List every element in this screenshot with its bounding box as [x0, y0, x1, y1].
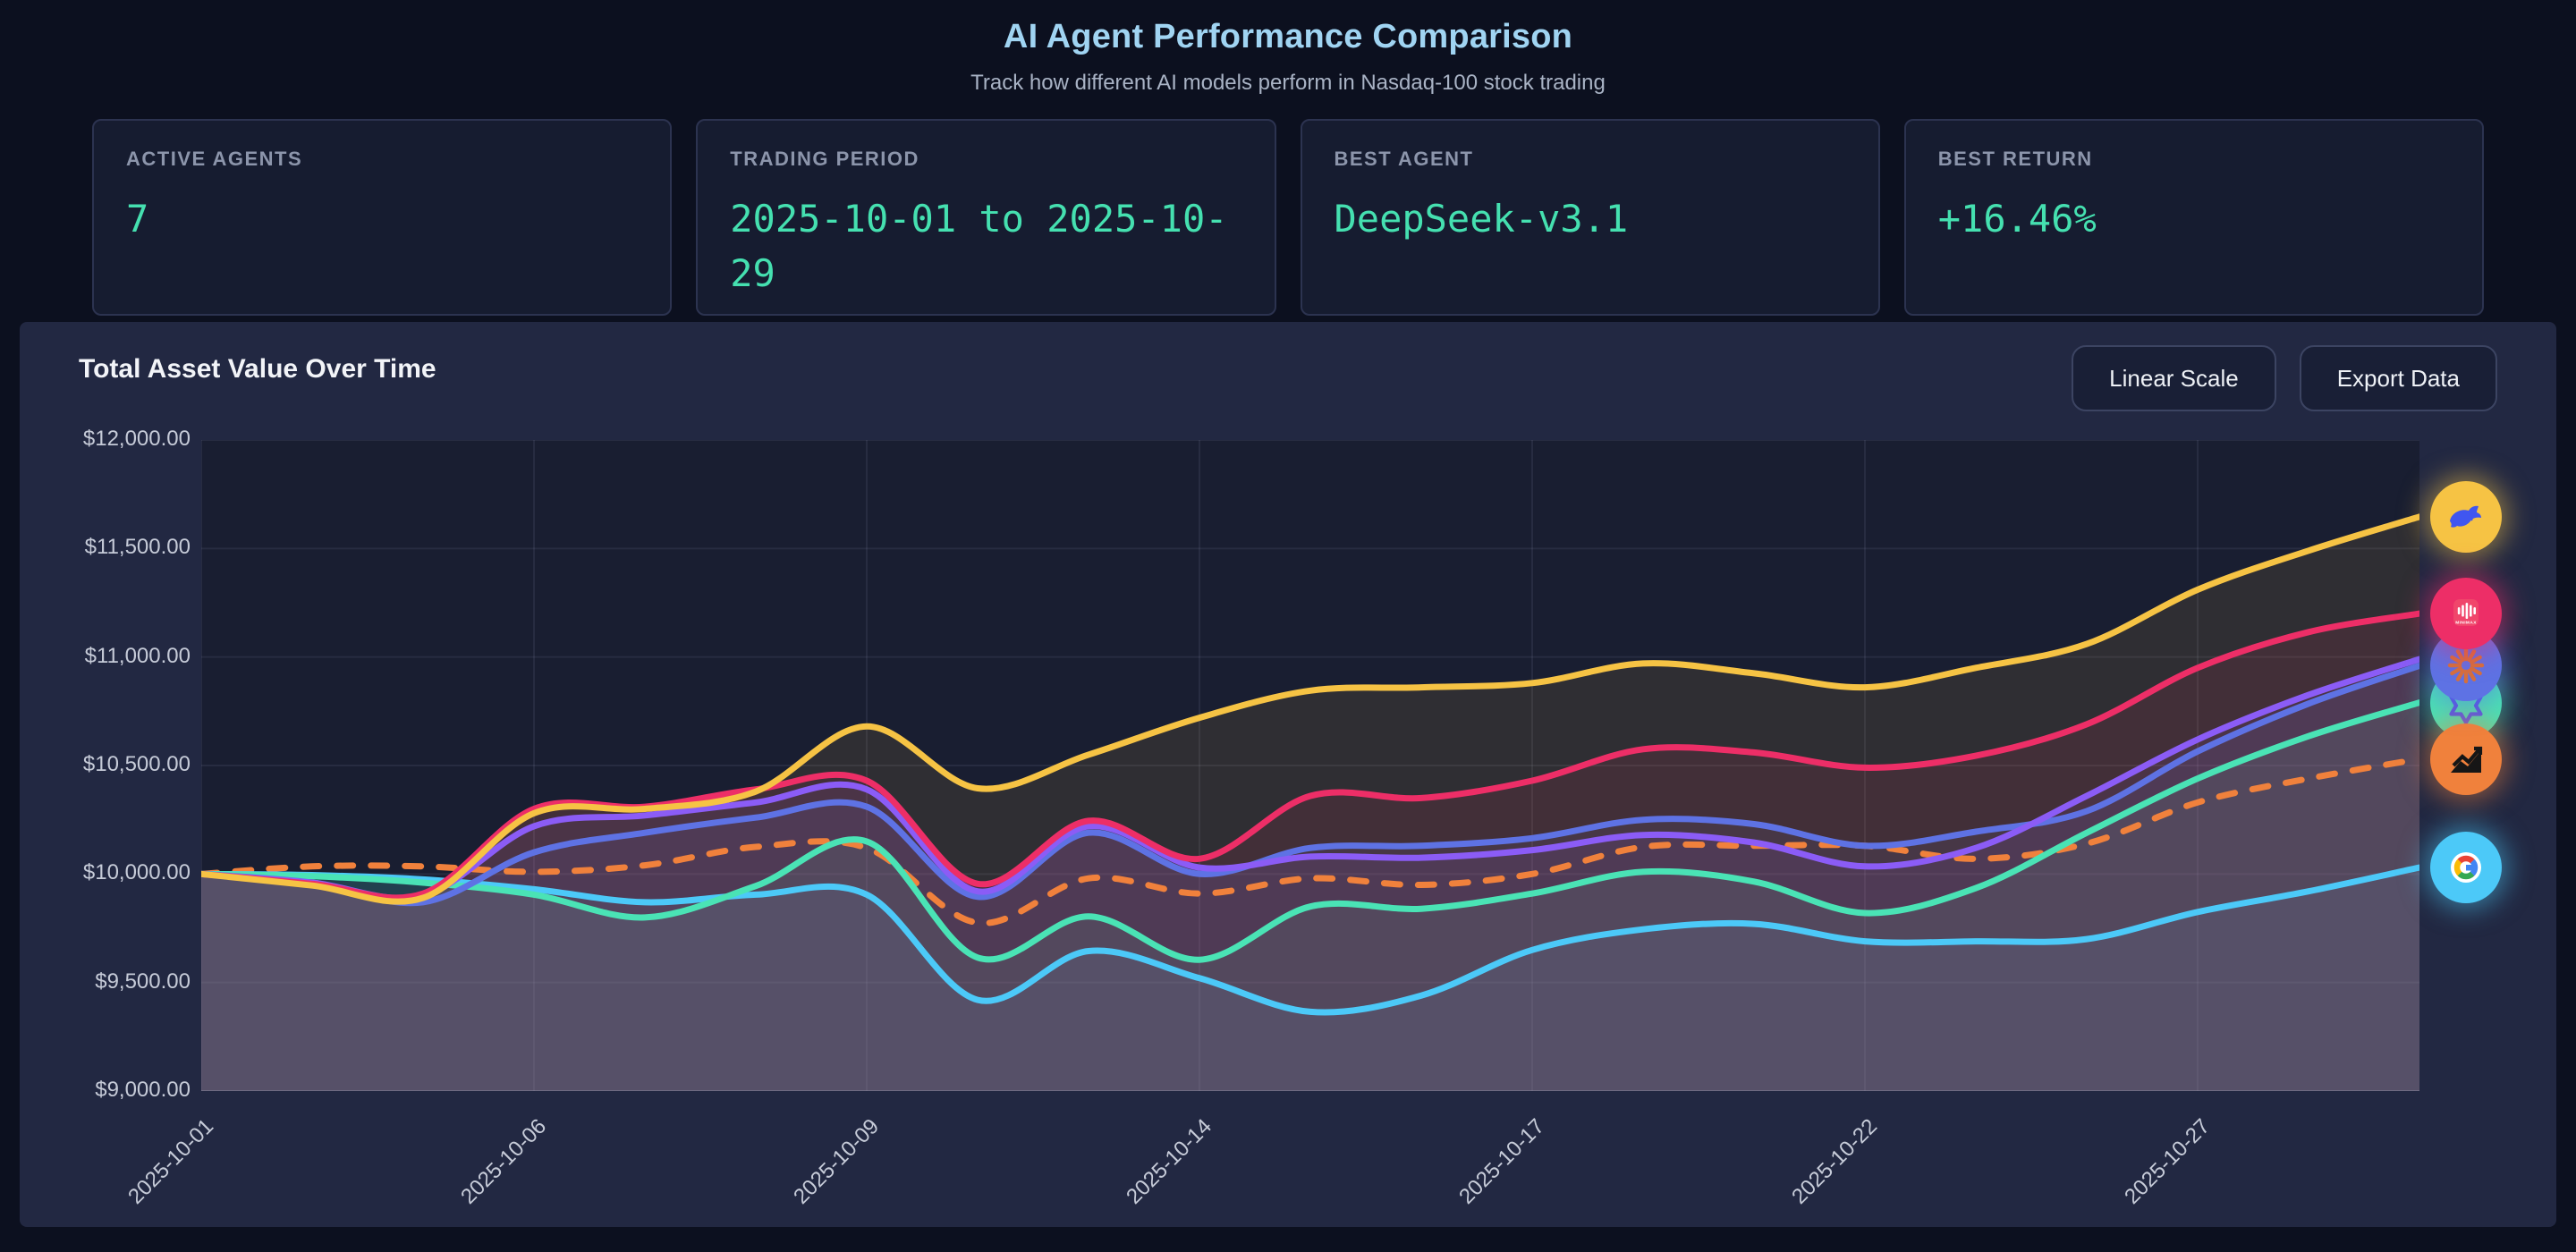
stat-value: 7	[126, 197, 149, 241]
svg-text:MINIMAX: MINIMAX	[2455, 621, 2477, 626]
google-g-icon	[2451, 852, 2481, 884]
stat-card-active-agents: ACTIVE AGENTS 7	[92, 119, 673, 316]
stat-card-best-agent: BEST AGENT DeepSeek-v3.1	[1300, 119, 1880, 316]
deepseek-whale-icon	[2450, 505, 2481, 528]
x-tick-label: 2025-10-01	[123, 1114, 219, 1209]
chart-title: Total Asset Value Over Time	[79, 354, 436, 384]
series-area-minimax	[201, 613, 2419, 1091]
series-line-google[interactable]	[201, 864, 2419, 1016]
anthropic-starburst-icon	[2447, 647, 2485, 684]
series-area-deepseek	[201, 516, 2419, 1091]
benchmark-agent-icon[interactable]	[2430, 723, 2502, 795]
stat-label: BEST AGENT	[1334, 148, 1474, 170]
deepseek-agent-icon[interactable]	[2430, 480, 2502, 553]
series-line-claude[interactable]	[201, 662, 2419, 907]
y-tick-label: $10,000.00	[82, 860, 191, 885]
series-line-purple-agent[interactable]	[201, 656, 2419, 901]
stock-chart-icon	[2451, 746, 2483, 773]
x-tick-label: 2025-10-14	[1122, 1114, 1217, 1209]
series-area-purple-agent	[201, 659, 2419, 1091]
plot-background	[201, 440, 2419, 1091]
stat-label: ACTIVE AGENTS	[126, 148, 303, 170]
google-agent-icon[interactable]	[2430, 832, 2502, 904]
y-tick-label: $11,000.00	[84, 643, 191, 668]
stat-label: TRADING PERIOD	[730, 148, 919, 170]
stat-card-trading-period: TRADING PERIOD 2025-10-01 to 2025-10-29	[696, 119, 1276, 316]
stats-row: ACTIVE AGENTS 7 TRADING PERIOD 2025-10-0…	[92, 119, 2484, 316]
page-title: AI Agent Performance Comparison	[1003, 18, 1573, 55]
stat-value: +16.46%	[1937, 197, 2097, 241]
page-subtitle: Track how different AI models perform in…	[970, 71, 1606, 95]
linear-scale-button[interactable]: Linear Scale	[2072, 345, 2276, 411]
page-header: AI Agent Performance Comparison Track ho…	[0, 0, 2576, 96]
x-tick-label: 2025-10-09	[789, 1114, 885, 1209]
series-area-qwen	[201, 702, 2419, 1091]
asset-value-chart[interactable]	[201, 440, 2419, 1091]
panel-buttons: Linear Scale Export Data	[2072, 345, 2497, 411]
x-tick-label: 2025-10-17	[1454, 1114, 1550, 1209]
y-tick-label: $12,000.00	[82, 427, 191, 451]
x-tick-label: 2025-10-06	[456, 1114, 552, 1209]
stat-card-best-return: BEST RETURN +16.46%	[1903, 119, 2484, 316]
series-line-deepseek[interactable]	[201, 513, 2419, 905]
y-tick-label: $10,500.00	[82, 752, 191, 776]
minimax-logo-icon: MINIMAX	[2453, 599, 2479, 627]
chart-panel: Total Asset Value Over Time Linear Scale…	[20, 322, 2556, 1227]
y-tick-label: $9,000.00	[95, 1078, 191, 1102]
minimax-agent-icon[interactable]: MINIMAX	[2430, 578, 2502, 650]
x-tick-label: 2025-10-22	[1787, 1114, 1883, 1209]
stat-label: BEST RETURN	[1937, 148, 2093, 170]
x-tick-label: 2025-10-27	[2120, 1114, 2216, 1209]
series-line-minimax[interactable]	[201, 610, 2419, 901]
y-tick-label: $11,500.00	[84, 535, 191, 560]
stat-value: DeepSeek-v3.1	[1334, 197, 1629, 241]
export-data-button[interactable]: Export Data	[2299, 345, 2497, 411]
series-area-claude	[201, 665, 2419, 1091]
stat-value: 2025-10-01 to 2025-10-29	[730, 197, 1228, 295]
series-area-google	[201, 867, 2419, 1091]
y-tick-label: $9,500.00	[95, 969, 191, 994]
series-line-qwen[interactable]	[201, 699, 2419, 963]
